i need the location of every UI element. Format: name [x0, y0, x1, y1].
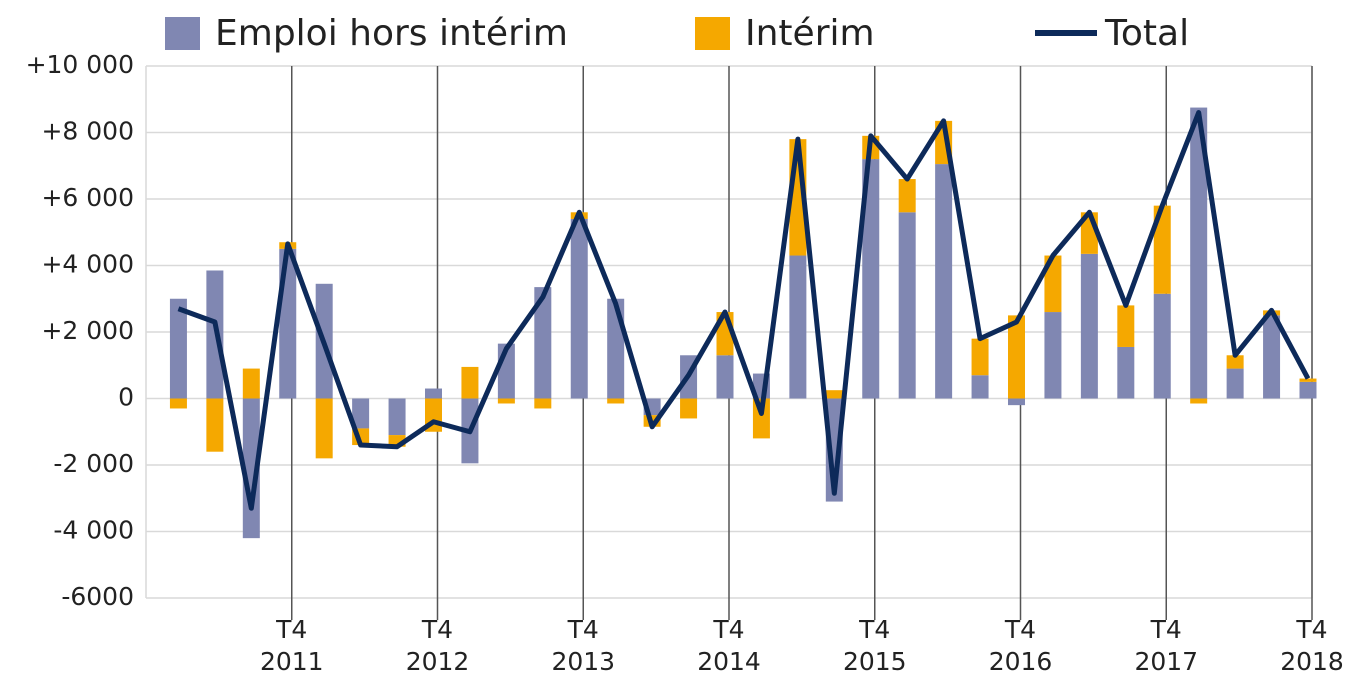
y-tick-label: +4 000 [41, 250, 134, 279]
y-tick-label: +10 000 [26, 50, 134, 79]
bar [169, 298, 187, 399]
legend-label: Intérim [745, 13, 875, 54]
legend-swatch [165, 17, 200, 50]
bar [534, 287, 552, 399]
x-tick-label: T4 2014 [697, 615, 761, 676]
bar [789, 255, 807, 399]
y-tick-label: -4 000 [53, 516, 134, 545]
x-tick-label: T4 2017 [1134, 615, 1199, 676]
bar [570, 218, 588, 399]
bar [497, 398, 515, 404]
bar [935, 164, 953, 399]
bar [716, 355, 734, 399]
bar [825, 390, 843, 399]
x-tick-label: T4 2018 [1280, 615, 1344, 676]
bar [1299, 378, 1317, 382]
bar [898, 212, 916, 399]
y-tick-label: -6000 [61, 582, 134, 611]
y-tick-label: 0 [118, 383, 134, 412]
bar [1153, 205, 1171, 294]
x-tick-label: T4 2016 [988, 615, 1053, 676]
bar [1008, 315, 1025, 399]
bar [315, 398, 333, 459]
bar [971, 375, 989, 399]
legend-swatch [695, 17, 730, 50]
line [177, 110, 1311, 511]
bar [1226, 355, 1244, 369]
bar [461, 366, 479, 399]
bar [352, 398, 370, 429]
y-tick-label: +8 000 [41, 117, 134, 146]
bar [607, 298, 625, 399]
bar [1117, 305, 1135, 347]
bar [206, 398, 224, 452]
x-tick-label: T4 2015 [842, 615, 907, 676]
x-tick-label: T4 2013 [551, 615, 616, 676]
bar [1299, 381, 1317, 399]
y-tick-label: +6 000 [41, 183, 134, 212]
y-tick-label: -2 000 [53, 449, 134, 478]
bar [242, 398, 260, 539]
bar [388, 398, 406, 436]
x-tick-label: T4 2011 [259, 615, 324, 676]
bar [971, 338, 989, 376]
bar [1080, 253, 1098, 399]
bar [680, 398, 698, 419]
bar [898, 179, 916, 213]
bar [425, 388, 442, 399]
y-tick-label: +2 000 [41, 316, 134, 345]
bar [1117, 346, 1135, 399]
bar [1008, 398, 1025, 406]
x-tick-label: T4 2012 [405, 615, 470, 676]
bar [169, 398, 187, 409]
bar [388, 435, 406, 447]
bar [607, 398, 625, 404]
bar [1226, 368, 1244, 399]
legend-label: Emploi hors intérim [215, 13, 568, 54]
legend-label: Total [1104, 13, 1189, 54]
bar [1190, 398, 1208, 404]
bar [1044, 255, 1062, 313]
bar [1044, 312, 1062, 399]
bar [862, 159, 880, 399]
bar [242, 368, 260, 399]
bar [1190, 107, 1208, 399]
bar [1263, 315, 1281, 399]
bar [534, 398, 552, 409]
bar [1153, 293, 1171, 399]
